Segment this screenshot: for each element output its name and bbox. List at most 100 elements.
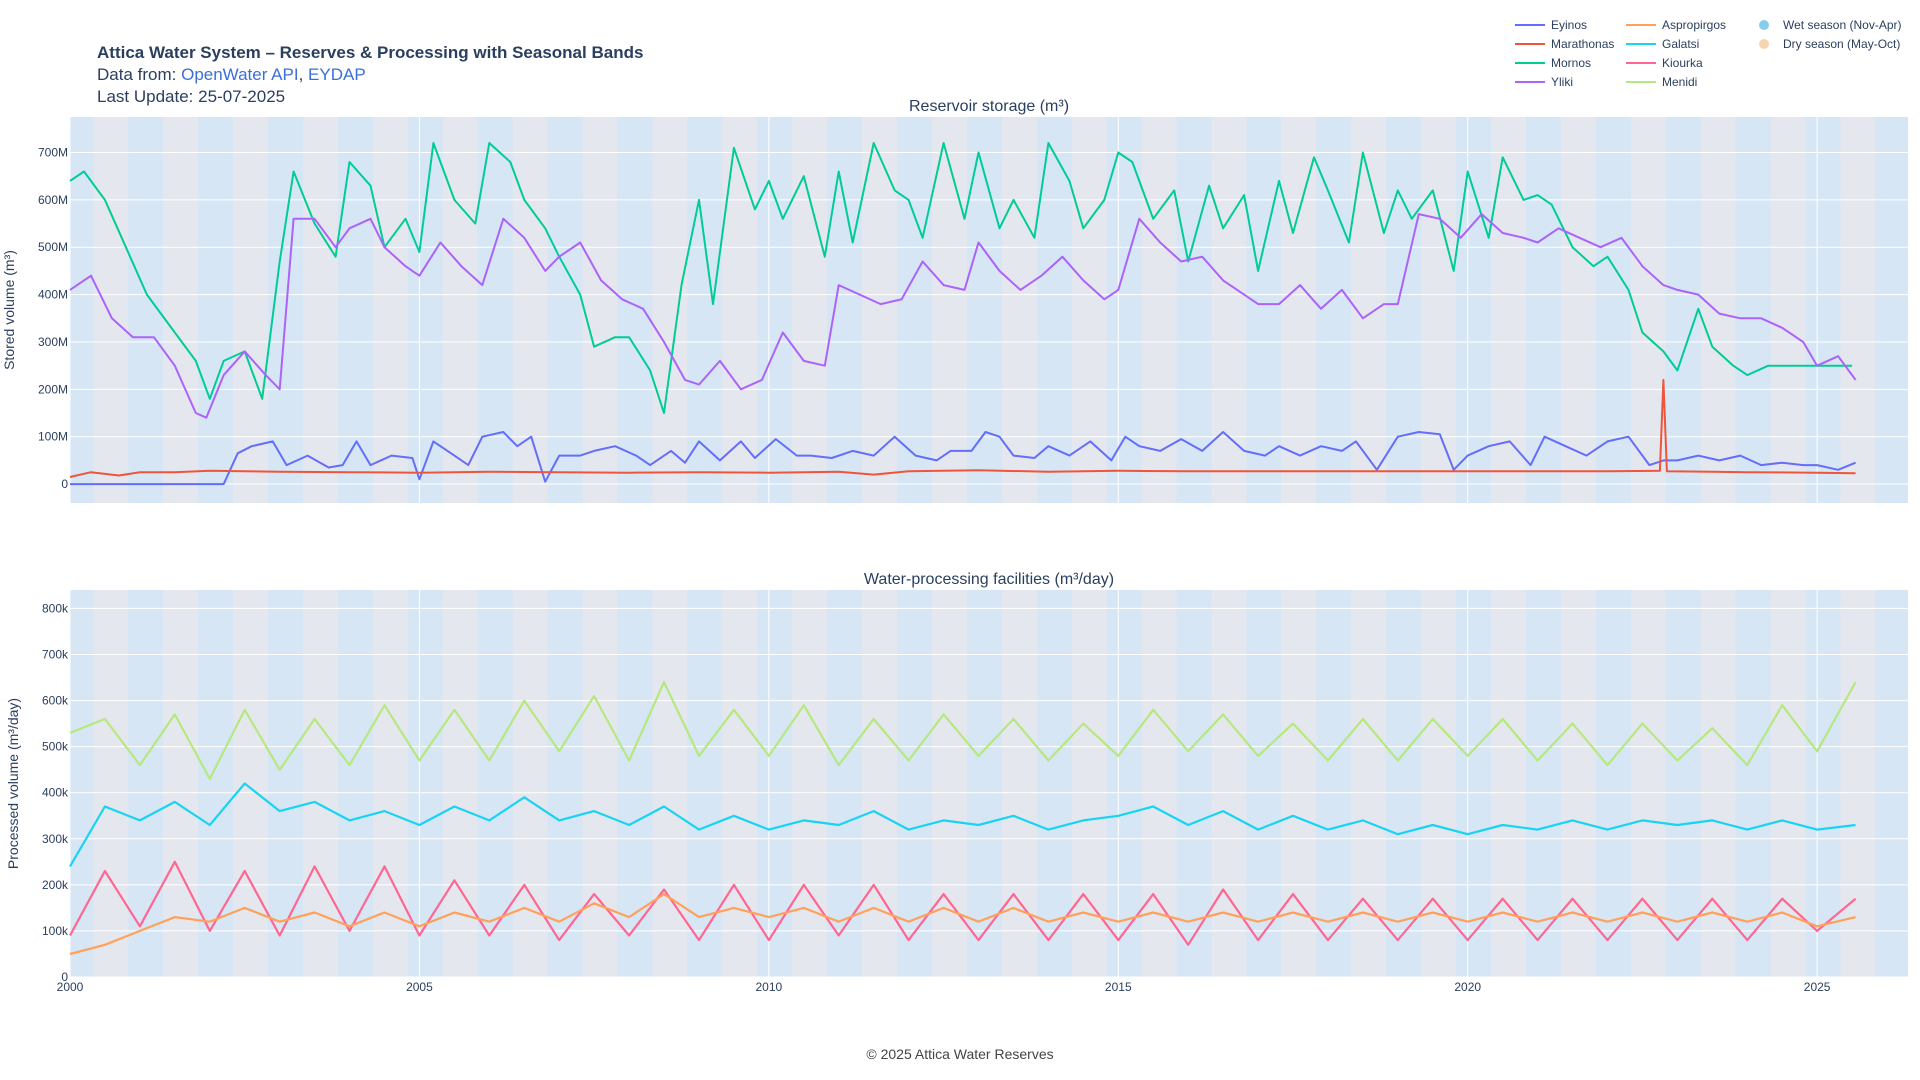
wet-season-band [757, 590, 793, 977]
wet-season-band [617, 590, 653, 977]
legend-item-yliki[interactable]: Yliki [1515, 73, 1573, 91]
series-line-yliki [69, 213, 1857, 419]
last-update-line: Last Update: 25-07-2025 [97, 86, 643, 108]
series-line-aspropirgos [69, 893, 1856, 956]
wet-season-band [407, 117, 443, 503]
legend-item-menidi[interactable]: Menidi [1626, 73, 1697, 91]
wet-season-band [1386, 117, 1422, 503]
legend-item-dry-season-may-oct[interactable]: Dry season (May-Oct) [1751, 35, 1900, 53]
last-update-date: 25-07-2025 [198, 87, 286, 106]
wet-season-band [1246, 117, 1282, 503]
legend-label: Eyinos [1551, 18, 1588, 32]
x-tick-label: 2005 [406, 980, 433, 994]
y-tick-label: 0 [61, 970, 68, 984]
y-tick-label: 700M [38, 146, 68, 160]
y-tick-label: 700k [42, 648, 69, 662]
wet-season-band [1875, 590, 1908, 977]
legend-label: Galatsi [1662, 37, 1700, 51]
legend-swatch [1759, 20, 1769, 30]
source-link-openwater[interactable]: OpenWater API [181, 65, 299, 84]
last-update-label: Last Update: [97, 87, 194, 106]
legend-label: Wet season (Nov-Apr) [1783, 18, 1902, 32]
legend-label: Mornos [1551, 56, 1592, 70]
legend-swatch [1515, 81, 1545, 83]
y-tick-label: 100M [38, 430, 68, 444]
legend-item-marathonas[interactable]: Marathonas [1515, 35, 1614, 53]
panel-title: Water-processing facilities (m³/day) [864, 571, 1114, 588]
legend-item-kiourka[interactable]: Kiourka [1626, 54, 1703, 72]
y-tick-label: 300k [42, 832, 69, 846]
wet-season-band [1805, 117, 1841, 503]
legend-swatch [1515, 62, 1545, 64]
legend-swatch [1515, 43, 1545, 45]
y-tick-label: 500k [42, 740, 69, 754]
data-from-label: Data from: [97, 65, 177, 84]
wet-season-band [757, 117, 793, 503]
x-tick-label: 2020 [1454, 980, 1481, 994]
series-line-mornos [69, 142, 1853, 414]
legend-swatch [1626, 62, 1656, 64]
x-tick-label: 2010 [756, 980, 783, 994]
legend-item-galatsi[interactable]: Galatsi [1626, 35, 1699, 53]
wet-season-band [896, 117, 932, 503]
y-tick-label: 100k [42, 924, 69, 938]
panel-title: Reservoir storage (m³) [909, 98, 1069, 115]
chart-panel-1: 0 100M 200M 300M 400M 500M 600M 700M Reservoir s… [1, 98, 1908, 503]
x-tick-label: 2025 [1804, 980, 1831, 994]
series-line-eyinos [70, 431, 1856, 486]
wet-season-band [1735, 117, 1771, 503]
wet-season-band [687, 117, 723, 503]
legend-swatch [1626, 43, 1656, 45]
wet-season-band [70, 117, 94, 503]
legend-label: Dry season (May-Oct) [1783, 37, 1901, 51]
wet-season-band [198, 117, 234, 503]
series-line-menidi [69, 681, 1857, 780]
chart-figure: 0 100M 200M 300M 400M 500M 600M 700M Reservoir s… [1, 98, 1908, 994]
wet-season-band [1875, 117, 1908, 503]
y-tick-label: 800k [42, 601, 69, 615]
legend-item-eyinos[interactable]: Eyinos [1515, 16, 1587, 34]
chart-legend: Eyinos Marathonas Mornos Yliki Aspropirgos Ga… [1515, 16, 1915, 96]
wet-season-band [1316, 117, 1352, 503]
legend-swatch [1626, 81, 1656, 83]
legend-swatch [1759, 39, 1769, 49]
wet-season-band [617, 117, 653, 503]
y-tick-label: 200k [42, 878, 69, 892]
legend-item-wet-season-nov-apr[interactable]: Wet season (Nov-Apr) [1751, 16, 1901, 34]
wet-season-band [1595, 117, 1631, 503]
legend-label: Menidi [1662, 75, 1698, 89]
x-tick-label: 2015 [1105, 980, 1132, 994]
y-axis-label: Processed volume (m³/day) [5, 698, 21, 869]
x-tick-label: 2000 [57, 980, 84, 994]
data-source-line: Data from: OpenWater API, EYDAP [97, 64, 643, 86]
y-tick-label: 600M [38, 193, 68, 207]
source-link-eydap[interactable]: EYDAP [308, 65, 366, 84]
y-tick-label: 400k [42, 786, 69, 800]
source-separator: , [298, 65, 304, 84]
y-axis-label: Stored volume (m³) [1, 250, 17, 370]
y-tick-label: 500M [38, 240, 68, 254]
legend-label: Aspropirgos [1662, 18, 1727, 32]
y-tick-label: 400M [38, 288, 68, 302]
wet-season-band [1176, 117, 1212, 503]
page-header: Attica Water System – Reserves & Process… [97, 42, 643, 108]
series-line-kiourka [69, 860, 1857, 946]
wet-season-band [128, 590, 164, 977]
legend-label: Kiourka [1662, 56, 1703, 70]
wet-season-band [1665, 117, 1701, 503]
legend-item-aspropirgos[interactable]: Aspropirgos [1626, 16, 1726, 34]
legend-item-mornos[interactable]: Mornos [1515, 54, 1591, 72]
wet-season-band [547, 117, 583, 503]
wet-season-band [1456, 117, 1492, 503]
wet-season-band [1805, 590, 1841, 977]
legend-swatch [1626, 24, 1656, 26]
wet-season-band [687, 590, 723, 977]
y-tick-label: 200M [38, 382, 68, 396]
legend-label: Yliki [1551, 75, 1574, 89]
wet-season-band [1525, 117, 1561, 503]
legend-swatch [1515, 24, 1545, 26]
wet-season-band [827, 117, 863, 503]
y-tick-label: 600k [42, 694, 69, 708]
y-tick-label: 0 [61, 477, 68, 491]
y-tick-label: 300M [38, 335, 68, 349]
